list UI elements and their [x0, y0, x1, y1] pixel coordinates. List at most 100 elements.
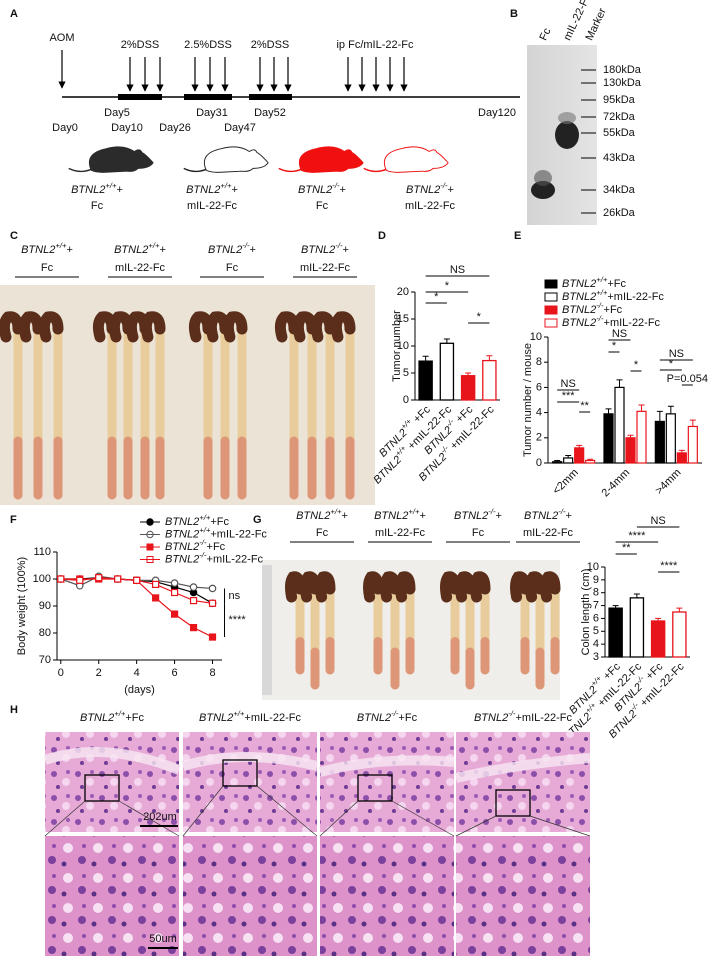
cecum: [539, 571, 561, 603]
point: [208, 633, 217, 641]
series-line: [60, 578, 213, 638]
gene-name: BTNL2: [562, 278, 596, 290]
y-tick-label: 70: [39, 654, 51, 666]
gene-name: BTNL2: [114, 244, 148, 256]
x-axis-label: (days): [124, 684, 155, 696]
marker-label: 55kDa: [603, 127, 636, 139]
treatment-label: ip Fc/mIL-22-Fc: [336, 39, 414, 51]
y-axis-label: Colon length (cm): [580, 569, 592, 656]
point: [189, 583, 198, 591]
sig-label: P=0.054: [667, 373, 708, 385]
cecum: [0, 311, 24, 343]
bar: [687, 425, 698, 464]
treatment-label: 2.5%DSS: [184, 39, 232, 51]
zoom-line: [529, 815, 591, 837]
bar: [654, 420, 665, 464]
gene-name: BTNL2: [165, 516, 199, 528]
gene-name: BTNL2: [562, 317, 596, 329]
error-bar: [587, 458, 594, 461]
point: [76, 576, 84, 584]
group-treatment: mIL-22-Fc: [523, 527, 574, 539]
y-tick-label: 10: [530, 331, 542, 343]
legend-swatch: [544, 279, 558, 289]
genotype: +/+: [199, 525, 211, 534]
genotype: +/+: [596, 288, 608, 297]
gene-name: BTNL2: [374, 510, 408, 522]
zoom-line: [182, 785, 224, 837]
bar: [629, 597, 645, 658]
zoom-box: [222, 759, 258, 787]
gel-band: [534, 170, 552, 186]
legend-label: BTNL2+/++Fc: [165, 513, 230, 528]
point: [95, 574, 103, 582]
cecum: [140, 311, 166, 343]
histology-detail: [183, 836, 317, 956]
zoom-line: [44, 800, 86, 837]
suffix: +: [66, 244, 72, 256]
marker-label: 26kDa: [603, 207, 636, 219]
zoom-box: [84, 774, 120, 802]
genotype: -/-: [440, 181, 448, 190]
sig-label: NS: [669, 348, 684, 360]
error-bar: [612, 605, 619, 609]
point: [170, 588, 179, 597]
x-tick-label: 8: [209, 667, 215, 679]
gene-name: BTNL2: [524, 510, 558, 522]
genotype: -/-: [508, 709, 516, 718]
genotype-label: BTNL2+/++: [186, 181, 238, 196]
cecum: [299, 571, 321, 603]
zoom-box: [357, 774, 393, 802]
gene-name: BTNL2: [208, 244, 242, 256]
gene-name: BTNL2: [607, 708, 640, 741]
y-axis-label: Tumor number: [391, 310, 403, 382]
error-bar: [678, 449, 685, 453]
ruler: [262, 565, 272, 695]
marker-label: 95kDa: [603, 94, 636, 106]
genotype: -/-: [488, 507, 496, 516]
bar: [614, 386, 625, 464]
panel-letter: H: [10, 704, 18, 716]
genotype: -/-: [628, 700, 640, 712]
genotype-label: BTNL2-/-+: [301, 241, 349, 256]
y-tick-label: 6: [536, 381, 542, 393]
marker-label: 43kDa: [603, 152, 636, 164]
group-treatment: Fc: [316, 200, 329, 212]
day-label: Day5: [104, 107, 130, 119]
legend-label: BTNL2-/-+Fc: [562, 301, 623, 316]
treatment-label: AOM: [49, 32, 74, 44]
legend-label: BTNL2-/-+Fc: [165, 538, 226, 553]
group-treatment: Fc: [316, 527, 329, 539]
day-label: Day31: [196, 107, 228, 119]
suffix: +: [159, 244, 165, 256]
suffix: +mIL-22-Fc: [244, 712, 301, 724]
genotype: -/-: [242, 241, 250, 250]
y-tick-label: 0: [536, 457, 542, 469]
cecum: [454, 571, 476, 603]
gel-band: [531, 181, 555, 199]
sig-label: ****: [229, 614, 247, 626]
cecum: [310, 311, 336, 343]
genotype: +/+: [55, 241, 67, 250]
point: [170, 610, 179, 618]
group-treatment: Fc: [472, 527, 485, 539]
genotype-label: BTNL2-/-+: [524, 507, 572, 522]
crypt-band: [318, 755, 455, 777]
gene-name: BTNL2: [301, 244, 335, 256]
gene-name: BTNL2: [80, 712, 114, 724]
bar: [552, 461, 563, 464]
y-tick-label: 10: [587, 561, 599, 573]
gene-name: BTNL2: [199, 712, 233, 724]
genotype-label: BTNL2+/++mIL-22-Fc: [199, 709, 301, 724]
suffix: +mIL-22-Fc: [207, 553, 264, 565]
group-treatment: mIL-22-Fc: [375, 527, 426, 539]
group-treatment: Fc: [226, 262, 239, 274]
point: [208, 584, 217, 593]
mouse-icon: [278, 146, 364, 174]
mouse-icon: [183, 146, 269, 174]
panel-letter: B: [510, 8, 518, 20]
marker-label: 34kDa: [603, 184, 636, 196]
y-tick-label: 20: [397, 286, 409, 298]
cecum: [439, 571, 461, 603]
genotype: -/-: [199, 538, 207, 547]
y-tick-label: 4: [536, 407, 542, 419]
